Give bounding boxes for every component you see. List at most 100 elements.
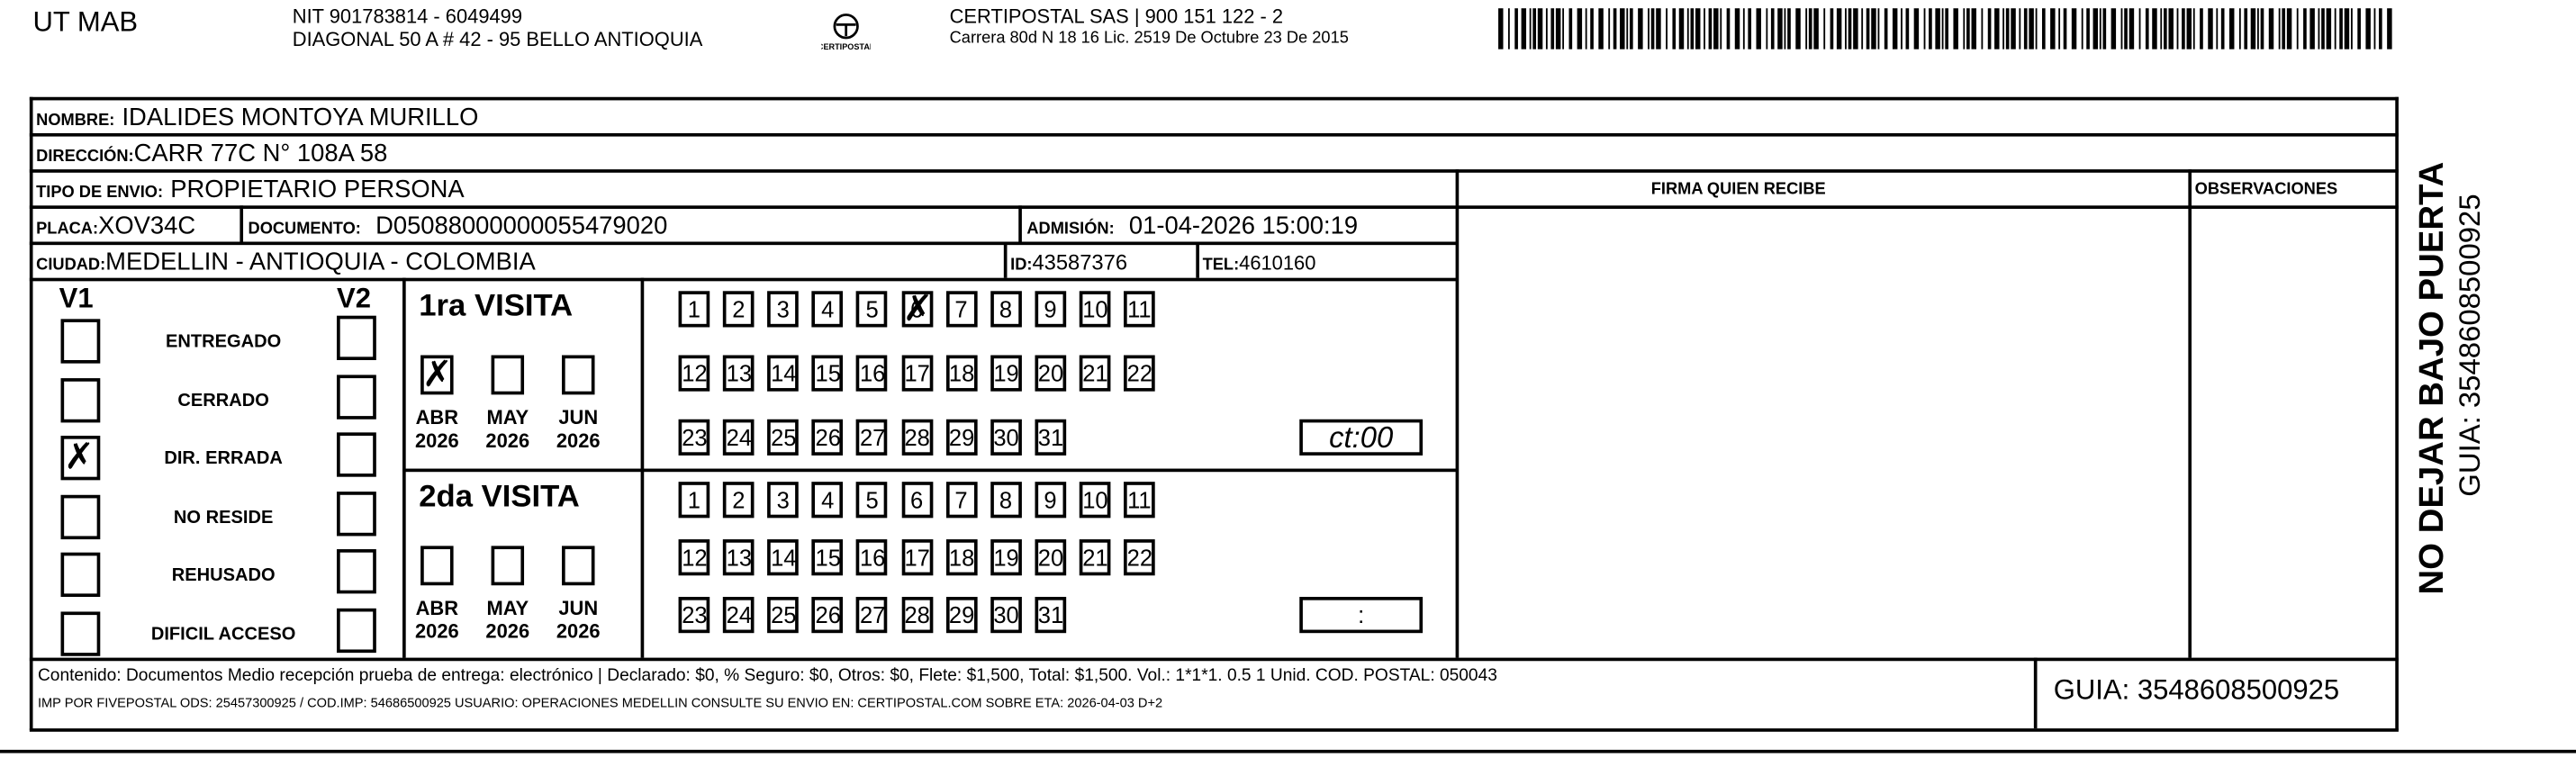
- day-box[interactable]: 10: [1079, 291, 1111, 328]
- v1-checkbox[interactable]: [60, 319, 101, 364]
- month-checkbox[interactable]: [562, 546, 595, 586]
- day-box[interactable]: 9: [1035, 291, 1066, 328]
- day-box[interactable]: 19: [990, 355, 1022, 392]
- day-box[interactable]: 10: [1079, 482, 1111, 519]
- day-box[interactable]: 15: [811, 539, 844, 576]
- v1-checkbox[interactable]: [60, 493, 101, 539]
- month-checkbox[interactable]: [420, 546, 454, 586]
- day-box[interactable]: 23: [678, 419, 710, 456]
- v1-checkbox[interactable]: [60, 552, 101, 598]
- day-box[interactable]: 5: [856, 291, 888, 328]
- barcode-bar: [2268, 8, 2274, 50]
- barcode-bar: [1734, 8, 1740, 50]
- day-box[interactable]: 13: [722, 539, 755, 576]
- day-box[interactable]: 4: [811, 482, 844, 519]
- barcode-bar: [1598, 8, 1604, 50]
- barcode-bar: [1929, 8, 1932, 50]
- v2-checkbox[interactable]: [337, 432, 376, 477]
- day-box[interactable]: 13: [722, 355, 755, 392]
- day-box[interactable]: 17: [900, 539, 933, 576]
- day-box[interactable]: 31: [1035, 597, 1066, 634]
- day-box[interactable]: 2: [722, 482, 755, 519]
- barcode-bar: [2035, 8, 2038, 50]
- time-field[interactable]: :: [1299, 597, 1424, 634]
- month-checkbox[interactable]: ✗: [420, 355, 454, 395]
- v1-checkbox[interactable]: ✗: [60, 436, 101, 481]
- day-box[interactable]: 8: [990, 482, 1022, 519]
- day-box[interactable]: 6: [900, 482, 933, 519]
- day-box[interactable]: 4: [811, 291, 844, 328]
- barcode-bar: [2238, 8, 2241, 50]
- day-box[interactable]: 20: [1035, 355, 1066, 392]
- v2-checkbox[interactable]: [337, 549, 376, 594]
- day-box[interactable]: 27: [856, 419, 888, 456]
- day-box[interactable]: 20: [1035, 539, 1066, 576]
- barcode-bar: [1608, 8, 1611, 50]
- day-box[interactable]: 22: [1124, 355, 1155, 392]
- v2-checkbox[interactable]: [337, 607, 376, 653]
- day-box[interactable]: 21: [1079, 355, 1111, 392]
- day-box[interactable]: 22: [1124, 539, 1155, 576]
- day-box[interactable]: 25: [767, 419, 800, 456]
- day-box[interactable]: 24: [722, 419, 755, 456]
- time-field[interactable]: ct:00: [1299, 419, 1424, 456]
- day-box[interactable]: 16: [856, 539, 888, 576]
- day-box[interactable]: 7: [945, 482, 977, 519]
- day-box[interactable]: 28: [900, 597, 933, 634]
- day-box[interactable]: 8: [990, 291, 1022, 328]
- day-box[interactable]: 3: [767, 482, 800, 519]
- day-box[interactable]: 5: [856, 482, 888, 519]
- barcode-bar: [1555, 8, 1561, 50]
- day-box[interactable]: 11: [1124, 291, 1155, 328]
- v2-checkbox[interactable]: [337, 315, 376, 361]
- day-box[interactable]: 1: [678, 291, 710, 328]
- month-checkbox[interactable]: [491, 355, 525, 395]
- day-box[interactable]: 30: [990, 419, 1022, 456]
- month-checkbox[interactable]: [491, 546, 525, 586]
- barcode-bar: [1742, 8, 1745, 50]
- barcode-bar: [1981, 8, 1984, 50]
- day-box[interactable]: 7: [945, 291, 977, 328]
- documento-field: DOCUMENTO: D05088000000055479020: [248, 212, 668, 240]
- day-box[interactable]: 18: [945, 539, 977, 576]
- day-box[interactable]: 3: [767, 291, 800, 328]
- day-box[interactable]: 30: [990, 597, 1022, 634]
- day-box[interactable]: 1: [678, 482, 710, 519]
- day-box[interactable]: 29: [945, 419, 977, 456]
- day-box[interactable]: 9: [1035, 482, 1066, 519]
- day-box[interactable]: 26: [811, 597, 844, 634]
- day-box[interactable]: 17: [900, 355, 933, 392]
- v1-checkbox[interactable]: [60, 610, 101, 655]
- day-box[interactable]: 19: [990, 539, 1022, 576]
- day-box[interactable]: 12: [678, 355, 710, 392]
- day-box[interactable]: 21: [1079, 539, 1111, 576]
- day-box[interactable]: 11: [1124, 482, 1155, 519]
- day-box[interactable]: 28: [900, 419, 933, 456]
- day-box[interactable]: 6 ✗: [900, 289, 934, 331]
- barcode-bar: [1941, 8, 1944, 50]
- day-box[interactable]: 31: [1035, 419, 1066, 456]
- day-box[interactable]: 27: [856, 597, 888, 634]
- day-box[interactable]: 24: [722, 597, 755, 634]
- barcode-bar: [2063, 8, 2067, 50]
- day-box[interactable]: 12: [678, 539, 710, 576]
- barcode-bar: [1805, 8, 1808, 50]
- day-box[interactable]: 15: [811, 355, 844, 392]
- day-box[interactable]: 25: [767, 597, 800, 634]
- day-box[interactable]: 26: [811, 419, 844, 456]
- day-box[interactable]: 23: [678, 597, 710, 634]
- day-box[interactable]: 14: [767, 355, 800, 392]
- barcode-bar: [2326, 8, 2332, 50]
- day-box[interactable]: 16: [856, 355, 888, 392]
- month-checkbox[interactable]: [562, 355, 595, 395]
- day-box[interactable]: 14: [767, 539, 800, 576]
- barcode-bar: [1537, 8, 1543, 50]
- barcode-bar: [1585, 8, 1587, 50]
- day-box[interactable]: 29: [945, 597, 977, 634]
- barcode-bar: [2086, 8, 2090, 50]
- day-box[interactable]: 2: [722, 291, 755, 328]
- v2-checkbox[interactable]: [337, 374, 376, 419]
- v2-checkbox[interactable]: [337, 491, 376, 536]
- day-box[interactable]: 18: [945, 355, 977, 392]
- v1-checkbox[interactable]: [60, 377, 101, 422]
